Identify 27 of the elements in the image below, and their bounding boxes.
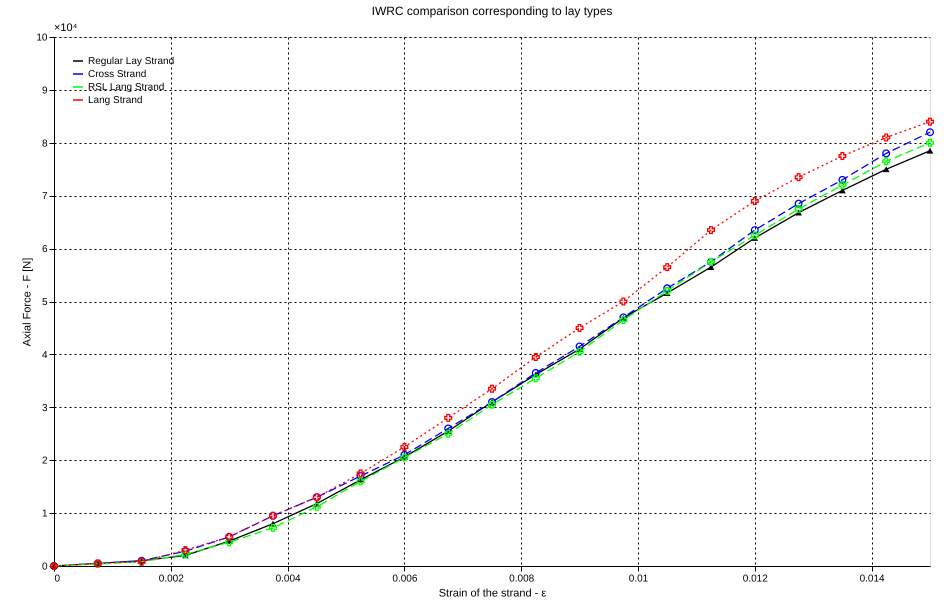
y-tick-label: 5 (42, 297, 48, 308)
legend-label: RSL Lang Strand (88, 82, 164, 93)
text: ×10⁴ (54, 22, 78, 34)
x-tick-label: 0.008 (509, 574, 535, 584)
y-tick-label: 0 (42, 562, 48, 572)
chart-title: IWRC comparison corresponding to lay types (372, 4, 612, 18)
x-tick-label: 0.004 (276, 574, 302, 584)
y-tick-label: 2 (42, 456, 48, 467)
legend-label: Regular Lay Strand (88, 56, 174, 67)
x-axis-title: Strain of the strand - ε (438, 588, 546, 600)
x-tick-label: 0.012 (742, 574, 768, 584)
y-tick-label: 6 (42, 244, 48, 256)
y-tick-label: 9 (42, 85, 48, 96)
legend-label: Lang Strand (88, 95, 142, 106)
x-tick-label: 0.014 (860, 574, 886, 584)
y-axis-title: Axial Force - F [N] (21, 258, 34, 346)
y-tick-label: 8 (42, 138, 48, 150)
y-tick-label: 3 (42, 402, 48, 414)
y-tick-label: 10 (36, 32, 48, 44)
y-tick-label: 4 (42, 350, 48, 361)
legend-label: Cross Strand (88, 69, 146, 80)
y-tick-label: 1 (42, 508, 48, 520)
x-tick-label: 0.01 (628, 574, 649, 584)
x-tick-label: 0.002 (158, 574, 184, 584)
x-tick-label: 0 (54, 574, 60, 584)
x-tick-label: 0.006 (392, 574, 418, 584)
y-tick-label: 7 (42, 191, 48, 202)
